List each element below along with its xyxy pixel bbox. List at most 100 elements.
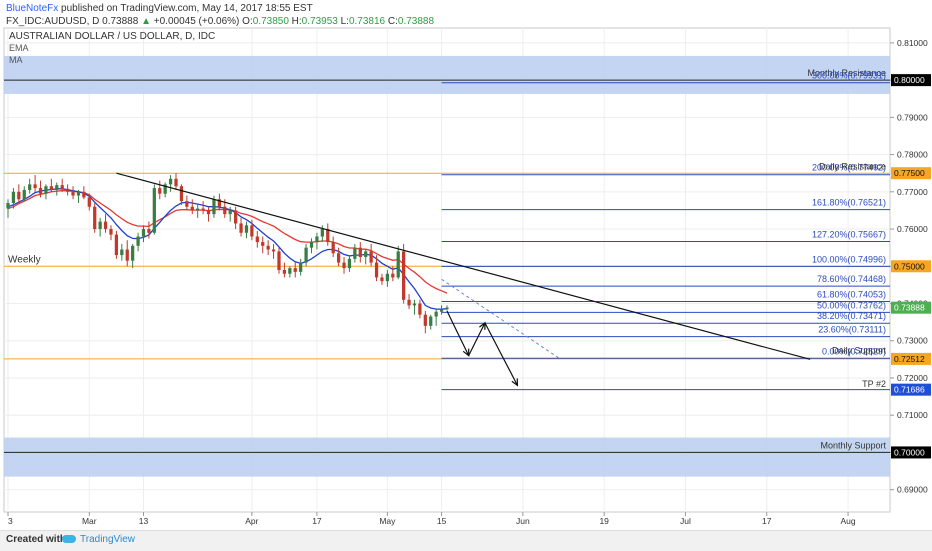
chart-title: AUSTRALIAN DOLLAR / US DOLLAR, D, IDC [9, 31, 215, 42]
y-tick-label: 0.79000 [897, 112, 928, 122]
legend-ema: EMA [9, 43, 29, 53]
y-tick-label: 0.71000 [897, 410, 928, 420]
forecast-arrow-line [468, 322, 486, 356]
candle-body [244, 225, 249, 233]
candle-body [147, 229, 151, 233]
candle-body [374, 262, 379, 278]
candle-body [282, 270, 287, 274]
candle-body [28, 184, 32, 190]
x-tick-label: 3 [8, 516, 13, 526]
x-tick-label: Aug [840, 516, 855, 526]
candle-body [179, 186, 184, 202]
zone-band [4, 55, 890, 94]
last-price: 0.73888 [102, 16, 139, 27]
candle-body [412, 303, 417, 306]
candle-body [396, 251, 400, 278]
candle-body [49, 186, 53, 190]
fib-level-label: 100.00%(0.74996) [812, 254, 886, 264]
candle-body [163, 184, 167, 194]
candle-body [315, 236, 319, 243]
price-chart[interactable]: Monthly Resistance Monthly Support Weekly 3… [0, 0, 932, 530]
x-tick-label: 17 [312, 516, 322, 526]
level-label: Daily Support [832, 346, 887, 356]
level-label: TP #2 [862, 379, 886, 389]
price-tag [891, 383, 931, 396]
price-tag-label: 0.71686 [894, 385, 925, 395]
symbol-info: FX_IDC:AUDUSD, D 0.73888 ▲ +0.00045 (+0.… [6, 16, 434, 27]
y-tick-label: 0.77000 [897, 187, 928, 197]
price-tag [891, 167, 931, 180]
candle-body [33, 184, 37, 189]
candle-body [439, 309, 444, 312]
candle-body [391, 273, 395, 278]
candle-body [11, 191, 16, 203]
candle-body [152, 188, 156, 233]
candle-body [190, 206, 194, 211]
forecast-arrow-line [446, 310, 470, 356]
low-value: 0.73816 [348, 16, 386, 27]
plot-area[interactable] [3, 27, 891, 513]
x-tick-label: Mar [82, 516, 97, 526]
level-label: Daily Resistance [819, 161, 886, 171]
candle-body [223, 206, 227, 215]
high-value: 0.73953 [301, 16, 338, 27]
candle-body [185, 201, 189, 207]
x-tick-label: Apr [245, 516, 258, 526]
candle-body [141, 229, 146, 237]
y-tick-label: 0.73000 [897, 336, 928, 346]
forecast-arrow-head [511, 378, 519, 387]
fib-level-label: 0.00%(0.72529) [822, 346, 886, 356]
candle-body [6, 202, 10, 209]
candle-body [369, 251, 373, 263]
candle-body [353, 247, 357, 259]
y-tick-label: 0.76000 [897, 224, 928, 234]
candle-body [423, 314, 427, 326]
forecast-arrow-line [484, 322, 518, 386]
x-tick-label: 15 [437, 516, 447, 526]
x-tick-label: Jul [680, 516, 691, 526]
price-tag [891, 74, 931, 87]
fib-level-label: 200.00%(0.77462) [812, 163, 886, 173]
candle-body [255, 236, 259, 243]
candle-body [55, 185, 59, 190]
candle-body [331, 242, 335, 254]
candle-body [261, 242, 265, 246]
up-arrow-icon: ▲ [141, 16, 151, 27]
high-label: H: [291, 16, 302, 27]
footer-bar: Created with TradingView [0, 530, 932, 551]
candle-body [385, 273, 390, 282]
y-tick-label: 0.69000 [897, 485, 928, 495]
candle-body [114, 234, 119, 256]
tradingview-brand[interactable]: TradingView [80, 534, 136, 545]
zone-band [4, 437, 890, 477]
candle-body [93, 206, 97, 230]
candle-body [65, 188, 70, 192]
legend-ma: MA [9, 55, 23, 65]
x-tick-label: 13 [139, 516, 149, 526]
price-tag [891, 352, 931, 365]
y-tick-label: 0.81000 [897, 38, 928, 48]
candle-body [293, 268, 297, 272]
price-tag-label: 0.70000 [894, 447, 925, 457]
fib-level-label: 23.60%(0.73111) [818, 325, 886, 335]
candle-body [103, 221, 108, 230]
candle-body [212, 199, 216, 215]
y-tick-label: 0.72000 [897, 373, 928, 383]
candle-body [445, 307, 449, 310]
x-tick-label: 19 [599, 516, 609, 526]
fib-level-label: 300.00%(0.79931) [812, 71, 886, 81]
candle-body [358, 247, 362, 257]
price-tag [891, 301, 931, 314]
fib-level-label: 50.00%(0.73762) [817, 300, 886, 310]
fib-level-label: 161.80%(0.76521) [812, 198, 886, 208]
price-change: +0.00045 (+0.06%) [153, 16, 240, 27]
author-link[interactable]: BlueNoteFx [6, 3, 59, 14]
price-tag-label: 0.77500 [894, 168, 925, 178]
price-tag-label: 0.72512 [894, 354, 925, 364]
candle-body [299, 262, 303, 272]
open-label: O: [242, 16, 253, 27]
open-value: 0.73850 [252, 16, 289, 27]
price-tag [891, 446, 931, 459]
candle-body [44, 186, 48, 194]
publish-info: BlueNoteFx published on TradingView.com,… [6, 3, 313, 14]
